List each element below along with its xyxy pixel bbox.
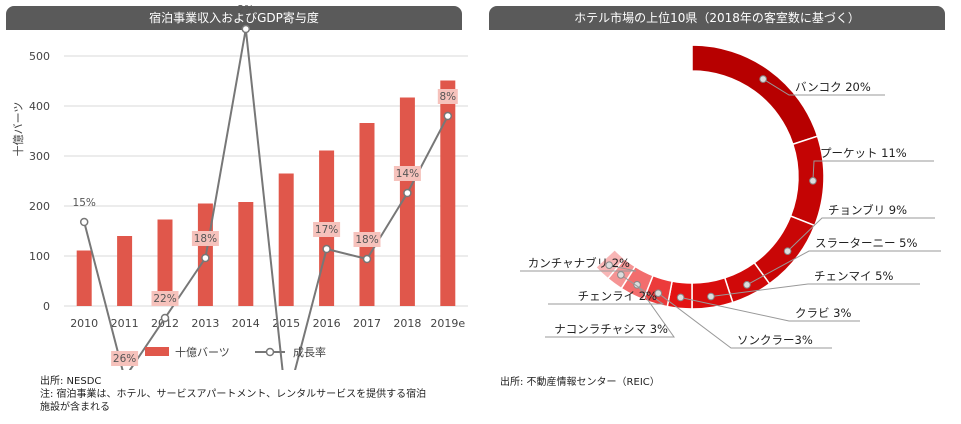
slice-marker bbox=[759, 75, 767, 83]
growth-point bbox=[160, 313, 170, 323]
right-source: 出所: 不動産情報センター（REIC） bbox=[500, 377, 660, 388]
data-label-bg bbox=[437, 89, 458, 104]
slice-marker bbox=[743, 281, 751, 289]
hotel-donut-chart: バンコク 20% プーケット 11% チョンブリ 9% スラーターニー 5% チェンマイ… bbox=[520, 44, 941, 349]
bar bbox=[157, 219, 173, 306]
slice-label: ナコンラチャシマ 3% bbox=[554, 322, 668, 336]
growth-rate-line bbox=[83, 28, 449, 370]
slice-label: チェンマイ 5% bbox=[814, 269, 893, 283]
data-label-bg bbox=[151, 291, 179, 306]
legend-bar-swatch bbox=[145, 347, 169, 356]
y-tick-label: 500 bbox=[29, 50, 50, 63]
x-tick-label: 2016 bbox=[313, 317, 341, 330]
growth-data-label: 18% bbox=[194, 233, 217, 245]
bar bbox=[238, 202, 254, 306]
growth-point bbox=[241, 24, 251, 34]
growth-point bbox=[362, 254, 372, 264]
data-label-bg bbox=[313, 222, 341, 237]
bar bbox=[117, 236, 133, 306]
slice-marker bbox=[707, 292, 715, 301]
slice-marker bbox=[617, 271, 625, 279]
y-tick-label: 300 bbox=[29, 150, 50, 163]
leader-line bbox=[812, 160, 934, 181]
leader-line bbox=[762, 78, 885, 96]
left-source: 出所: NESDC bbox=[40, 376, 102, 387]
x-tick-label: 2011 bbox=[111, 317, 139, 330]
growth-data-label: 2% bbox=[237, 4, 254, 16]
growth-data-label: 15% bbox=[73, 197, 96, 209]
slice-marker bbox=[809, 177, 817, 185]
y-tick-label: 400 bbox=[29, 100, 50, 113]
x-tick-label: 2015 bbox=[272, 317, 300, 330]
y-axis-label: 十億バーツ bbox=[11, 102, 25, 157]
slice-marker bbox=[605, 261, 613, 270]
bar bbox=[76, 250, 92, 306]
x-tick-label: 2013 bbox=[191, 317, 219, 330]
left-note-line2: 施設が含まれる bbox=[40, 402, 110, 413]
growth-point bbox=[79, 217, 89, 227]
left-note-line1: 注: 宿泊事業は、ホテル、サービスアパートメント、レンタルサービスを提供する宿泊 bbox=[40, 389, 427, 400]
leader-line bbox=[520, 264, 637, 272]
data-label-bg bbox=[393, 166, 421, 181]
bar bbox=[278, 173, 294, 306]
growth-data-label: 8% bbox=[439, 91, 456, 103]
slice-label: チェンライ 2% bbox=[578, 289, 657, 303]
y-tick-label: 0 bbox=[43, 300, 50, 313]
right-chart-title: ホテル市場の上位10県（2018年の客室数に基づく） bbox=[489, 6, 945, 30]
data-label-bg bbox=[111, 351, 139, 366]
growth-point bbox=[403, 188, 412, 198]
slice-marker bbox=[654, 289, 663, 297]
left-chart-title: 宿泊事業収入およびGDP寄与度 bbox=[6, 6, 462, 30]
growth-data-label: 18% bbox=[355, 234, 378, 246]
slice-marker bbox=[783, 247, 792, 255]
leader-line bbox=[746, 250, 941, 286]
data-label-bg bbox=[353, 232, 381, 247]
growth-data-label: 22% bbox=[153, 293, 176, 305]
slice-marker bbox=[633, 281, 641, 289]
growth-point bbox=[201, 253, 210, 263]
growth-data-label: 14% bbox=[396, 168, 419, 180]
slice-label: ソンクラー3% bbox=[737, 333, 813, 347]
slice-label: スラーターニー 5% bbox=[815, 236, 917, 250]
legend-line-label: 成長率 bbox=[293, 345, 326, 359]
slice-label: チョンブリ 9% bbox=[828, 203, 907, 217]
x-tick-label: 2010 bbox=[70, 317, 98, 330]
growth-point bbox=[443, 111, 453, 121]
data-label-bg bbox=[191, 231, 219, 246]
slice-label: カンチャナブリ 2% bbox=[528, 256, 630, 270]
leader-line bbox=[710, 283, 920, 298]
leader-line bbox=[545, 284, 675, 338]
growth-point bbox=[322, 244, 331, 254]
growth-data-label: 26% bbox=[113, 353, 136, 365]
x-tick-label: 2019e bbox=[430, 317, 465, 330]
slice-marker bbox=[676, 293, 685, 302]
slice-label: プーケット 11% bbox=[820, 146, 907, 160]
leader-line bbox=[657, 292, 832, 349]
x-tick-label: 2017 bbox=[353, 317, 381, 330]
y-tick-label: 100 bbox=[29, 250, 50, 263]
bar bbox=[399, 97, 415, 306]
slice-label: クラビ 3% bbox=[795, 306, 851, 320]
y-tick-label: 200 bbox=[29, 200, 50, 213]
bar bbox=[440, 80, 456, 306]
growth-data-label: 17% bbox=[315, 224, 338, 236]
slice-label: バンコク 20% bbox=[795, 80, 871, 94]
x-tick-label: 2014 bbox=[232, 317, 260, 330]
legend-bar-label: 十億バーツ bbox=[175, 345, 230, 359]
leader-line bbox=[548, 274, 665, 305]
legend-line-marker bbox=[265, 347, 275, 357]
donut-slice bbox=[789, 135, 825, 227]
leader-line bbox=[680, 296, 860, 322]
leader-line bbox=[787, 217, 935, 252]
x-tick-label: 2018 bbox=[393, 317, 421, 330]
